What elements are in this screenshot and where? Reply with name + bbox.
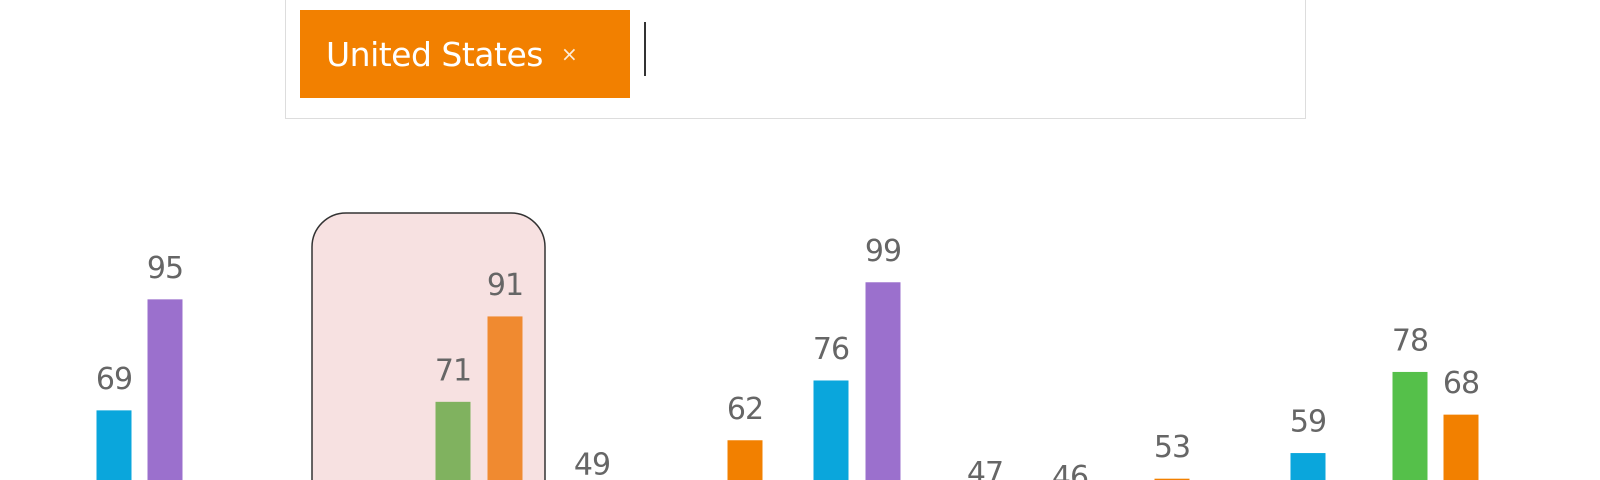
text-cursor [644,22,646,76]
data-label: 47 [967,456,1003,480]
data-label: 49 [574,447,610,480]
bar [487,316,523,480]
tag-remove[interactable]: × [560,42,578,66]
highlight-box [311,212,546,480]
data-label: 68 [1443,366,1479,401]
bar [813,380,849,480]
bar [1154,478,1190,480]
data-label: 95 [147,251,183,286]
filter-tag[interactable]: United States × [300,10,630,98]
bar [96,410,132,480]
data-label: 99 [865,234,901,269]
bar [727,440,763,480]
filter-input[interactable]: United States × [285,0,1306,119]
tag-label: United States [326,34,543,74]
data-label: 78 [1392,323,1428,358]
data-label: 62 [727,392,763,427]
bar [1443,414,1479,480]
bar [147,299,183,480]
bar [865,282,901,480]
data-label: 46 [1052,460,1088,480]
data-label: 91 [487,268,523,303]
bar [1392,371,1428,480]
data-label: 76 [813,332,849,367]
data-label: 53 [1154,430,1190,465]
data-label: 71 [435,353,471,388]
data-label: 69 [96,362,132,397]
bar [1290,453,1326,480]
bar [435,401,471,480]
data-label: 59 [1290,405,1326,440]
